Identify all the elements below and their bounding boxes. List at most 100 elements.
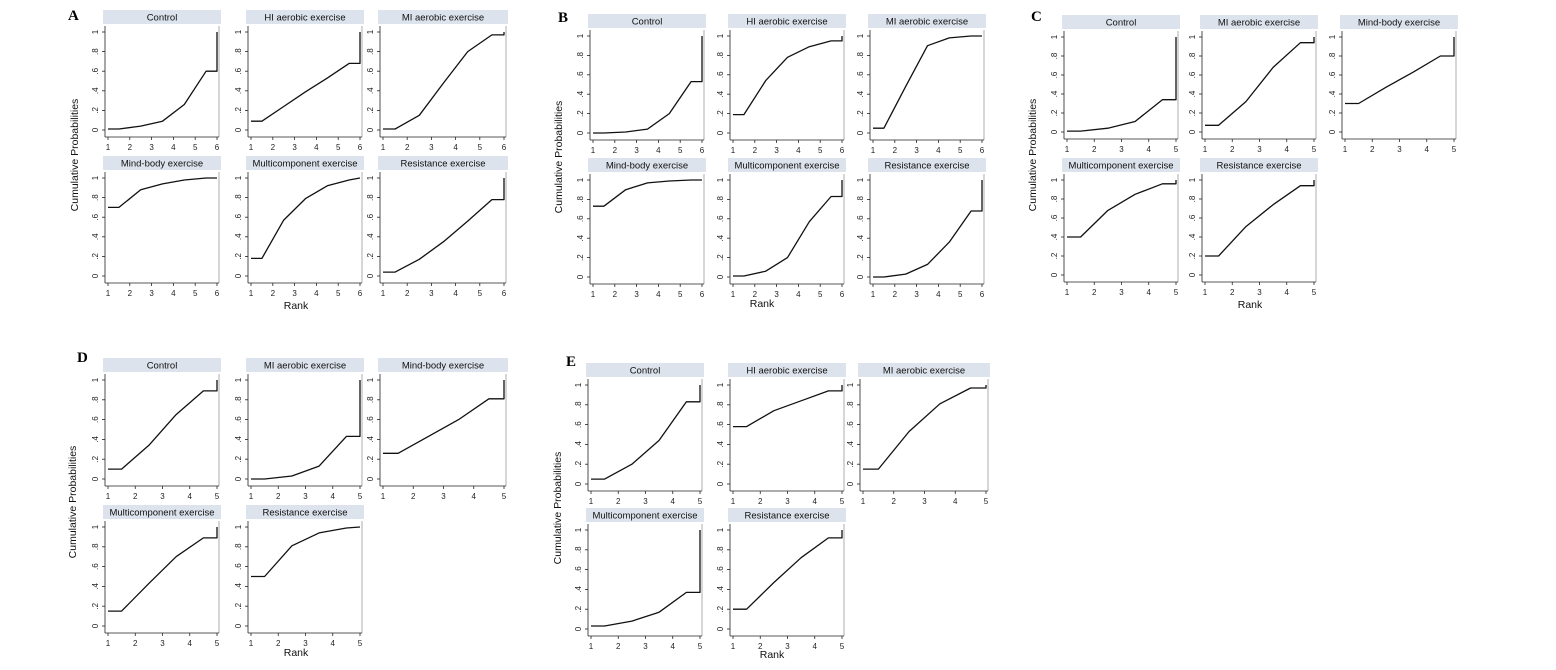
plot-area: [248, 172, 362, 283]
strip-header: [1340, 15, 1458, 29]
subplot: MI aerobic exercise 0 .2 .4 .6 .8 1 1 2 3 4 5: [1188, 15, 1318, 154]
strip-header: [246, 358, 364, 372]
series-line: [863, 385, 987, 470]
y-tick-label: .4: [716, 234, 725, 241]
y-tick-label: .8: [574, 401, 583, 408]
y-tick-label: 0: [91, 623, 100, 628]
x-tick-label: 5: [215, 639, 220, 648]
y-tick-label: .8: [1188, 195, 1197, 202]
strip-title: MI aerobic exercise: [264, 361, 346, 372]
x-tick-label: 6: [215, 289, 220, 298]
y-axis-title: Cumulative Probabilities: [553, 101, 565, 214]
y-tick-label: 0: [574, 626, 583, 631]
x-tick-label: 2: [128, 289, 133, 298]
y-tick-label: .8: [716, 52, 725, 59]
x-tick-label: 5: [358, 639, 363, 648]
panel-a: A Cumulative Probabilities Rank Control 0 .2.…: [68, 8, 508, 312]
y-tick-label: .8: [716, 196, 725, 203]
y-tick-label: .6: [91, 416, 100, 423]
x-tick-label: 5: [215, 492, 220, 501]
y-tick-label: 1: [716, 527, 725, 532]
series-line: [251, 380, 361, 480]
plot-area: [105, 521, 219, 633]
x-tick-label: 3: [149, 143, 154, 152]
y-axis-title: Cumulative Probabilities: [69, 99, 81, 212]
plot-area: [1064, 174, 1178, 282]
x-tick-label: 5: [193, 143, 198, 152]
plot-area: [1342, 31, 1456, 139]
x-tick-label: 2: [405, 289, 410, 298]
subplot: MI aerobic exercise 0 .2 .4 .6 .8 1 1 2 3 4 5 6: [366, 10, 508, 152]
y-tick-label: 1: [576, 177, 585, 182]
plot-area: [730, 174, 844, 284]
y-tick-label: .4: [91, 436, 100, 443]
strip-title: Control: [1106, 18, 1137, 29]
panel-d: D Cumulative Probabilities Rank Control 0 .2.…: [67, 350, 508, 659]
x-tick-label: 4: [796, 290, 801, 299]
x-tick-label: 3: [303, 639, 308, 648]
y-tick-label: 1: [716, 33, 725, 38]
y-tick-label: .6: [234, 416, 243, 423]
strip-title: Control: [632, 17, 663, 28]
subplot: HI aerobic exercise 0 .2 .4 .6 .8 1 1 2 3 4 5: [716, 363, 846, 506]
x-tick-label: 1: [1065, 145, 1070, 154]
strip-title: HI aerobic exercise: [746, 17, 827, 28]
y-tick-label: .6: [366, 213, 375, 220]
y-tick-label: .4: [366, 233, 375, 240]
x-tick-label: 5: [958, 290, 963, 299]
y-tick-label: .6: [1188, 71, 1197, 78]
y-tick-label: .4: [234, 436, 243, 443]
plot-area: [590, 30, 704, 140]
x-tick-label: 3: [303, 492, 308, 501]
y-tick-label: 1: [366, 29, 375, 34]
y-tick-label: 1: [574, 527, 583, 532]
y-tick-label: .2: [1050, 252, 1059, 259]
x-tick-label: 1: [591, 146, 596, 155]
y-axis-title: Cumulative Probabilities: [1027, 99, 1039, 212]
y-tick-label: .8: [91, 543, 100, 550]
y-tick-label: .8: [366, 194, 375, 201]
y-tick-label: .8: [716, 546, 725, 553]
series-line: [591, 385, 701, 480]
y-tick-label: .8: [366, 396, 375, 403]
x-tick-label: 5: [1312, 145, 1317, 154]
x-tick-label: 2: [271, 289, 276, 298]
x-tick-label: 1: [731, 290, 736, 299]
strip-title: Multicomponent exercise: [252, 159, 357, 170]
x-tick-label: 2: [405, 143, 410, 152]
series-line: [383, 178, 505, 273]
strip-header: [586, 508, 704, 522]
y-tick-label: .4: [1328, 90, 1337, 97]
x-tick-label: 3: [160, 492, 165, 501]
y-tick-label: .8: [856, 52, 865, 59]
panel-label: B: [558, 10, 568, 26]
strip-title: Resistance exercise: [744, 511, 829, 522]
subplot: Resistance exercise 0 .2 .4 .6 .8 1 1 2 3 4 5 6: [856, 158, 986, 299]
x-tick-label: 3: [774, 290, 779, 299]
x-tick-label: 3: [914, 146, 919, 155]
y-tick-label: 0: [234, 476, 243, 481]
y-tick-label: .8: [856, 196, 865, 203]
strip-title: Multicomponent exercise: [734, 161, 839, 172]
y-tick-label: .8: [1050, 195, 1059, 202]
strip-title: HI aerobic exercise: [264, 13, 345, 24]
x-tick-label: 4: [1147, 145, 1152, 154]
y-tick-label: 0: [366, 476, 375, 481]
y-tick-label: 0: [716, 481, 725, 486]
strip-header: [378, 156, 508, 170]
x-tick-label: 3: [160, 639, 165, 648]
x-tick-label: 5: [840, 642, 845, 651]
series-line: [108, 380, 218, 470]
y-tick-label: 1: [366, 377, 375, 382]
x-tick-label: 2: [133, 639, 138, 648]
y-tick-label: .2: [366, 455, 375, 462]
y-tick-label: 1: [716, 177, 725, 182]
y-tick-label: .4: [856, 234, 865, 241]
y-tick-label: 1: [91, 29, 100, 34]
x-tick-label: 2: [893, 146, 898, 155]
series-line: [251, 526, 361, 578]
plot-area: [590, 174, 704, 284]
x-tick-label: 2: [276, 639, 281, 648]
x-tick-label: 2: [411, 492, 416, 501]
